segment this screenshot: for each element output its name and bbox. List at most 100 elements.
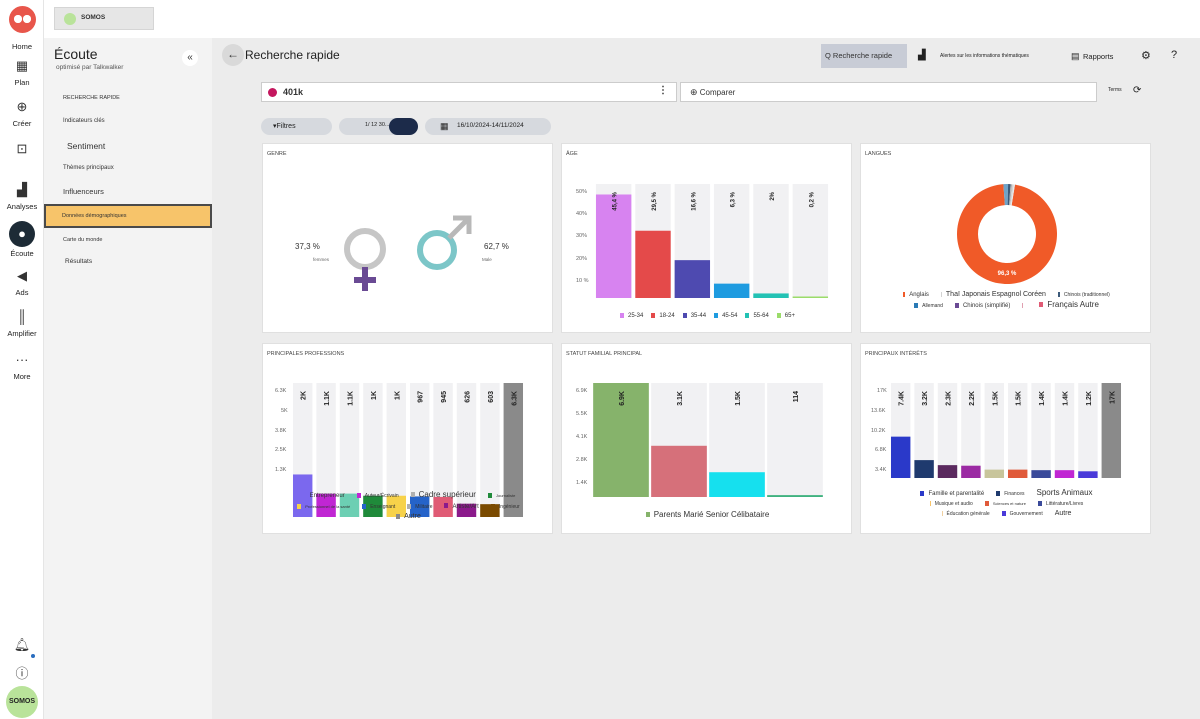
avatar[interactable]: SOMOS: [6, 686, 38, 718]
bar-value-label: 1.5K: [735, 391, 742, 406]
legend-label: Journaliste: [495, 493, 516, 498]
rail-item-home[interactable]: Home: [0, 38, 44, 51]
fam-ytick-label: 1.4K: [576, 480, 588, 486]
refresh-icon[interactable]: ⟳: [1133, 85, 1142, 96]
fam-ytick-label: 2.8K: [576, 457, 588, 463]
sidebar-item-themes[interactable]: Thèmes principaux: [63, 165, 114, 171]
bar-value-label: 0,2 %: [809, 191, 815, 207]
bar: [1007, 469, 1028, 478]
period-toggle[interactable]: [389, 118, 418, 135]
languages-legend: Anglais Thaï Japonais Espagnol Coréen Chin…: [861, 290, 1152, 311]
sidebar-item-indicateurs[interactable]: Indicateurs clés: [63, 118, 105, 124]
legend-swatch: [620, 312, 624, 318]
family-card: STATUT FAMILIAL PRINCIPAL 6.9K 5.5K 4.1K…: [561, 343, 852, 534]
int-ytick-label: 13.6K: [871, 408, 886, 414]
brand-selector[interactable]: SOMOS: [54, 7, 154, 30]
collapse-sidebar-icon[interactable]: «: [182, 50, 198, 66]
filters-button[interactable]: ▾Filtres: [261, 118, 332, 135]
legend-swatch: [651, 312, 656, 318]
bar-value-label: 2%: [770, 191, 776, 200]
alerts-button[interactable]: Alertes sur les informations thématiques: [940, 53, 1029, 59]
sidebar-item-sentiment[interactable]: Sentiment: [67, 141, 106, 151]
help-circle-icon[interactable]: ?: [1171, 49, 1178, 61]
reports-icon[interactable]: ▤: [1071, 51, 1080, 61]
legend-label: Sports Animaux: [1036, 488, 1093, 497]
calendar-icon: ▦: [440, 121, 449, 131]
family-title: STATUT FAMILIAL PRINCIPAL: [566, 351, 643, 357]
inbox-icon: ⊡: [16, 141, 28, 156]
bar-track: [792, 184, 829, 298]
search-query-field[interactable]: 401k ⋮: [261, 82, 677, 102]
legend-item: 35-44: [682, 311, 707, 322]
kebab-menu-icon[interactable]: ⋮: [658, 85, 668, 96]
owl-logo-icon[interactable]: [9, 6, 36, 33]
legend-label: 35-44: [690, 313, 707, 319]
bar-track: [753, 184, 789, 298]
legend-swatch: [487, 493, 492, 499]
compare-field[interactable]: ⊕ Comparer: [680, 82, 1097, 102]
bar-value-label: 967: [418, 391, 425, 403]
sidebar-item-influenceurs[interactable]: Influenceurs: [63, 187, 104, 196]
legend-label: Musique et audio: [934, 501, 973, 507]
sidebar-item-demographiques[interactable]: Données démographiques: [44, 204, 212, 228]
bar: [753, 293, 789, 298]
bar: [316, 493, 336, 517]
bar: [363, 495, 383, 517]
help-icon[interactable]: ⓘ: [15, 666, 29, 681]
legend-swatch: [714, 312, 719, 318]
legend-label: Anglais: [909, 292, 929, 298]
bar-track: [1007, 383, 1028, 478]
quick-search-button[interactable]: Q Recherche rapide: [821, 44, 907, 68]
date-range-picker[interactable]: ▦ 16/10/2024-14/11/2024: [425, 118, 551, 135]
legend-label: Famille et parentalité: [928, 491, 985, 497]
legend-item: Finances: [996, 489, 1024, 499]
sidebar-item-resultats[interactable]: Résultats: [65, 258, 93, 265]
bar: [1031, 470, 1051, 478]
alerts-chart-icon[interactable]: ▟: [918, 50, 926, 61]
rail-item-creer[interactable]: ⊕ Créer: [0, 99, 44, 128]
rail-home-label: Home: [11, 42, 32, 51]
bar: [937, 465, 958, 478]
rail-item-inbox[interactable]: ⊡: [0, 141, 44, 157]
languages-center-label: 96,3 %: [998, 271, 1017, 277]
legend-swatch: [444, 503, 449, 509]
terms-button[interactable]: Terms: [1108, 87, 1122, 93]
bar-value-label: 1.4K: [1063, 391, 1070, 406]
rail-item-ecoute[interactable]: ● Écoute: [0, 221, 44, 258]
bar-track: [456, 383, 477, 517]
interests-card: PRINCIPAUX INTÉRÊTS 17K 13.6K 10.2K 6.8K…: [860, 343, 1151, 534]
professions-legend-items: Entrepreneur Auteur/Écrivain Cadre supérie…: [263, 490, 552, 523]
int-ytick-label: 3.4K: [875, 467, 887, 473]
legend-swatch: [682, 312, 687, 318]
legend-label: Ingénieur: [498, 503, 520, 510]
gender-card: GENRE 37,3 % femmes 62,7 % Male: [262, 143, 553, 333]
settings-gear-icon[interactable]: ⚙: [1141, 50, 1151, 62]
legend-item: Autre: [396, 512, 421, 523]
query-color-dot: [268, 88, 277, 97]
bar: [339, 493, 360, 517]
bar-value-label: 603: [488, 391, 495, 403]
notifications-bell-icon[interactable]: 🔔︎: [13, 637, 31, 652]
rail-item-amplifier[interactable]: ║ Amplifier: [0, 309, 44, 338]
back-arrow-icon[interactable]: ←: [222, 44, 244, 66]
legend-item: Gouvernement: [1001, 509, 1043, 519]
languages-title: LANGUES: [865, 151, 892, 157]
legend-item: Parents Marié Senior Célibataire: [645, 509, 769, 520]
age-ytick-label: 40%: [576, 211, 587, 217]
bar: [635, 230, 671, 298]
fam-ytick-label: 6.9K: [576, 388, 588, 394]
period-selector[interactable]: 1/ 12 30...: [339, 118, 418, 135]
legend-item: Chinois (traditionnel): [1057, 290, 1110, 300]
sidebar-item-recherche-rapide[interactable]: RECHERCHE RAPIDE: [63, 95, 120, 101]
rail-item-ads[interactable]: ◀ Ads: [0, 268, 44, 297]
rail-item-plan[interactable]: ▦ Plan: [0, 58, 44, 87]
rail-item-more[interactable]: ··· More: [0, 352, 44, 381]
reports-button[interactable]: Rapports: [1083, 52, 1114, 61]
legend-label: Cadre supérieur: [418, 490, 476, 499]
rail-item-analyses[interactable]: ▟ Analyses: [0, 182, 44, 211]
age-ytick-label: 50%: [576, 189, 587, 195]
bar: [890, 436, 911, 478]
more-icon: ···: [15, 352, 29, 367]
plus-circle-icon: ⊕: [690, 87, 698, 97]
sidebar-item-carte[interactable]: Carte du monde: [63, 237, 103, 243]
